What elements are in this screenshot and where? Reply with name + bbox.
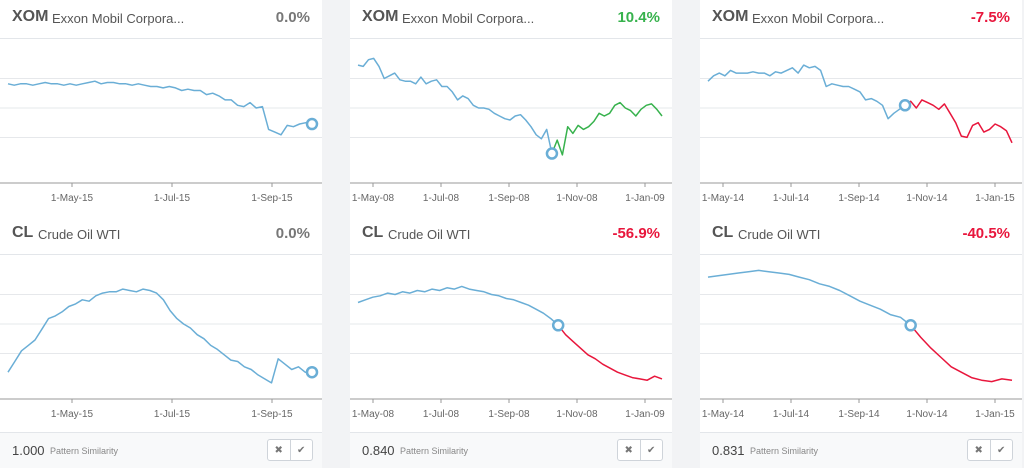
x-tick-label: 1-Sep-14 xyxy=(838,193,880,204)
instrument-name: Crude Oil WTI xyxy=(388,227,471,242)
similarity-label: Pattern Similarity xyxy=(750,446,819,456)
x-tick-label: 1-Nov-08 xyxy=(556,193,598,204)
x-tick-label: 1-Jan-09 xyxy=(625,409,665,420)
ticker-symbol: CL xyxy=(362,224,384,241)
match-point-marker xyxy=(545,147,559,160)
similarity-footer: 0.840 Pattern Similarity ✖ ✔ xyxy=(350,432,672,468)
panel-header: CL Crude Oil WTI -56.9% xyxy=(350,216,672,255)
x-tick-label: 1-May-15 xyxy=(51,409,94,420)
price-chart: 1-May-14 1-Jul-14 1-Sep-14 1-Nov-14 1-Jan-15 xyxy=(700,64,1022,204)
ticker-symbol: CL xyxy=(712,224,734,241)
instrument-name: Crude Oil WTI xyxy=(738,227,821,242)
instrument-name: Exxon Mobil Corpora... xyxy=(52,11,185,26)
x-tick-label: 1-Nov-14 xyxy=(906,409,948,420)
similarity-footer: 1.000 Pattern Similarity ✖ ✔ xyxy=(0,432,322,468)
panel-header: CL Crude Oil WTI -40.5% xyxy=(700,216,1022,255)
series-line-projection xyxy=(904,99,1013,144)
x-tick-label: 1-Sep-14 xyxy=(838,409,880,420)
xom-panel: XOM Exxon Mobil Corpora... -7.5% 1-May-1… xyxy=(700,0,1022,215)
series-line-projection xyxy=(557,324,663,381)
panel-header: XOM Exxon Mobil Corpora... 10.4% xyxy=(350,0,672,39)
close-icon[interactable]: ✖ xyxy=(274,444,283,456)
close-icon[interactable]: ✖ xyxy=(974,444,983,456)
match-point-marker xyxy=(305,117,319,131)
x-tick-label: 1-May-15 xyxy=(51,193,94,204)
x-tick-label: 1-Sep-08 xyxy=(488,193,530,204)
result-card-3: XOM Exxon Mobil Corpora... -7.5% 1-May-1… xyxy=(700,0,1022,468)
xom-panel: XOM Exxon Mobil Corpora... 10.4% 1-May-0… xyxy=(350,0,672,215)
percent-change: 0.0% xyxy=(275,9,310,26)
x-tick-label: 1-Jan-15 xyxy=(975,193,1015,204)
match-point-marker xyxy=(305,365,319,379)
series-line-history xyxy=(7,288,312,384)
x-tick-label: 1-May-14 xyxy=(702,193,745,204)
x-tick-label: 1-Nov-14 xyxy=(906,193,948,204)
similarity-score: 0.831 xyxy=(712,443,745,458)
match-point-marker xyxy=(904,319,917,332)
x-tick-label: 1-Jan-09 xyxy=(625,193,665,204)
cl-panel: CL Crude Oil WTI -56.9% 1-May-08 1-Jul-08… xyxy=(350,216,672,431)
x-tick-label: 1-Nov-08 xyxy=(556,409,598,420)
similarity-label: Pattern Similarity xyxy=(400,446,469,456)
ticker-symbol: XOM xyxy=(12,8,49,25)
price-chart: 1-May-15 1-Jul-15 1-Sep-15 xyxy=(0,288,322,420)
percent-change: 0.0% xyxy=(275,225,310,242)
price-chart: 1-May-14 1-Jul-14 1-Sep-14 1-Nov-14 1-Jan-15 xyxy=(700,269,1022,420)
percent-change: -40.5% xyxy=(962,225,1010,242)
x-tick-label: 1-May-08 xyxy=(352,409,395,420)
x-tick-label: 1-Jan-15 xyxy=(975,409,1015,420)
series-line-history xyxy=(707,64,906,120)
x-tick-label: 1-Jul-14 xyxy=(773,193,810,204)
feedback-buttons: ✖ ✔ xyxy=(617,439,663,461)
series-line-projection xyxy=(910,324,1013,383)
x-tick-label: 1-Sep-15 xyxy=(251,409,293,420)
panel-header: XOM Exxon Mobil Corpora... -7.5% xyxy=(700,0,1022,39)
panel-header: CL Crude Oil WTI 0.0% xyxy=(0,216,322,255)
percent-change: 10.4% xyxy=(617,9,660,26)
x-tick-label: 1-May-14 xyxy=(702,409,745,420)
x-tick-label: 1-Jul-15 xyxy=(154,193,191,204)
xom-panel: XOM Exxon Mobil Corpora... 0.0% 1-May-15… xyxy=(0,0,322,215)
cl-panel: CL Crude Oil WTI 0.0% 1-May-15 1-Jul-15 1-… xyxy=(0,216,322,431)
cl-panel: CL Crude Oil WTI -40.5% 1-May-14 1-Jul-14… xyxy=(700,216,1022,431)
x-tick-label: 1-Jul-14 xyxy=(773,409,810,420)
ticker-symbol: XOM xyxy=(362,8,399,25)
x-tick-label: 1-Jul-08 xyxy=(423,193,460,204)
feedback-buttons: ✖ ✔ xyxy=(267,439,313,461)
similarity-footer: 0.831 Pattern Similarity ✖ ✔ xyxy=(700,432,1022,468)
similarity-score: 1.000 xyxy=(12,443,45,458)
price-chart: 1-May-08 1-Jul-08 1-Sep-08 1-Nov-08 1-Jan-09 xyxy=(350,57,672,204)
series-line-history xyxy=(7,80,313,136)
price-chart: 1-May-08 1-Jul-08 1-Sep-08 1-Nov-08 1-Jan-09 xyxy=(350,285,672,420)
feedback-buttons: ✖ ✔ xyxy=(967,439,1013,461)
result-card-2: XOM Exxon Mobil Corpora... 10.4% 1-May-0… xyxy=(350,0,672,468)
close-icon[interactable]: ✖ xyxy=(624,444,633,456)
instrument-name: Crude Oil WTI xyxy=(38,227,121,242)
series-line-history xyxy=(357,285,559,326)
instrument-name: Exxon Mobil Corpora... xyxy=(752,11,885,26)
percent-change: -56.9% xyxy=(612,225,660,242)
result-card-1: XOM Exxon Mobil Corpora... 0.0% 1-May-15… xyxy=(0,0,322,468)
similarity-score: 0.840 xyxy=(362,443,395,458)
ticker-symbol: XOM xyxy=(712,8,749,25)
x-tick-label: 1-Sep-08 xyxy=(488,409,530,420)
panel-header: XOM Exxon Mobil Corpora... 0.0% xyxy=(0,0,322,39)
percent-change: -7.5% xyxy=(970,9,1010,26)
x-tick-label: 1-Jul-08 xyxy=(423,409,460,420)
price-chart: 1-May-15 1-Jul-15 1-Sep-15 xyxy=(0,77,322,204)
x-tick-label: 1-Jul-15 xyxy=(154,409,191,420)
match-point-marker xyxy=(898,99,912,112)
x-tick-label: 1-May-08 xyxy=(352,193,395,204)
similarity-label: Pattern Similarity xyxy=(50,446,119,456)
series-line-history xyxy=(707,269,912,326)
instrument-name: Exxon Mobil Corpora... xyxy=(402,11,535,26)
series-line-history xyxy=(357,57,553,154)
check-icon[interactable]: ✔ xyxy=(989,440,1013,460)
series-line-projection xyxy=(551,101,663,156)
ticker-symbol: CL xyxy=(12,224,34,241)
match-point-marker xyxy=(551,319,565,332)
check-icon[interactable]: ✔ xyxy=(289,440,313,460)
x-tick-label: 1-Sep-15 xyxy=(251,193,293,204)
check-icon[interactable]: ✔ xyxy=(639,440,663,460)
